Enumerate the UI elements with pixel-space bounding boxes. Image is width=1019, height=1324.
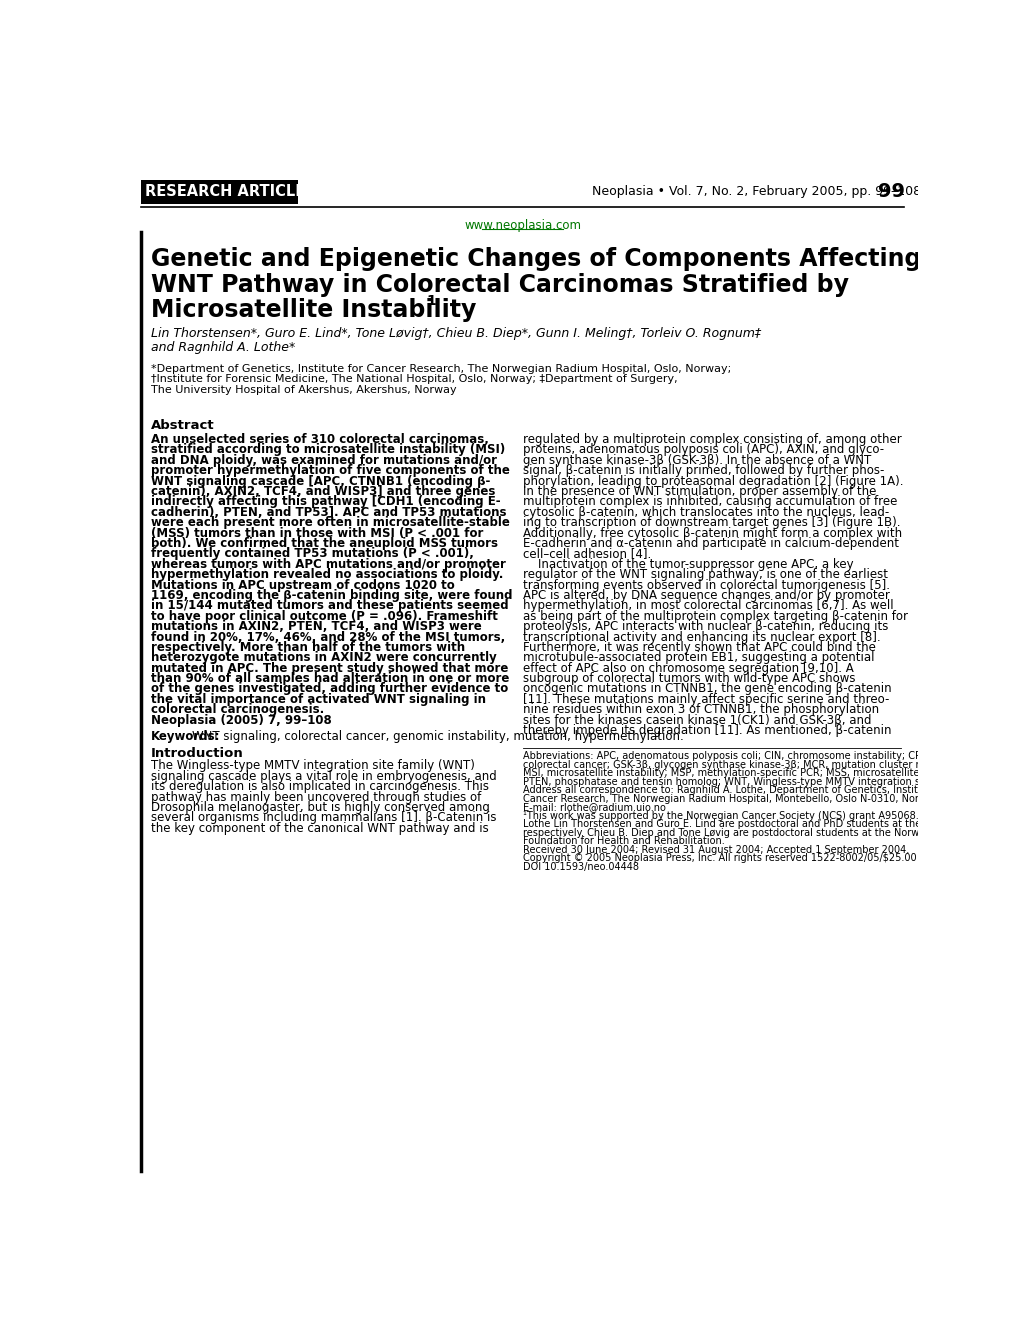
Text: and DNA ploidy, was examined for mutations and/or: and DNA ploidy, was examined for mutatio… bbox=[151, 454, 496, 467]
Text: subgroup of colorectal tumors with wild-type APC shows: subgroup of colorectal tumors with wild-… bbox=[522, 673, 854, 685]
Text: Inactivation of the tumor-suppressor gene APC, a key: Inactivation of the tumor-suppressor gen… bbox=[522, 557, 853, 571]
Text: than 90% of all samples had alteration in one or more: than 90% of all samples had alteration i… bbox=[151, 673, 508, 685]
Text: nine residues within exon 3 of CTNNB1, the phosphorylation: nine residues within exon 3 of CTNNB1, t… bbox=[522, 703, 878, 716]
Text: colorectal cancer; GSK-3β, glycogen synthase kinase-3β; MCR, mutation cluster re: colorectal cancer; GSK-3β, glycogen synt… bbox=[522, 760, 949, 769]
Text: DOI 10.1593/neo.04448: DOI 10.1593/neo.04448 bbox=[522, 862, 638, 871]
Text: effect of APC also on chromosome segregation [9,10]. A: effect of APC also on chromosome segrega… bbox=[522, 662, 853, 675]
Text: both). We confirmed that the aneuploid MSS tumors: both). We confirmed that the aneuploid M… bbox=[151, 538, 497, 549]
Text: oncogenic mutations in CTNNB1, the gene encoding β-catenin: oncogenic mutations in CTNNB1, the gene … bbox=[522, 682, 891, 695]
Text: frequently contained TP53 mutations (P < .001),: frequently contained TP53 mutations (P <… bbox=[151, 547, 473, 560]
Text: indirectly affecting this pathway [CDH1 (encoding E-: indirectly affecting this pathway [CDH1 … bbox=[151, 495, 500, 508]
Text: mutated in APC. The present study showed that more: mutated in APC. The present study showed… bbox=[151, 662, 507, 675]
Text: as being part of the multiprotein complex targeting β-catenin for: as being part of the multiprotein comple… bbox=[522, 610, 907, 622]
Text: regulator of the WNT signaling pathway, is one of the earliest: regulator of the WNT signaling pathway, … bbox=[522, 568, 887, 581]
Text: Address all correspondence to: Ragnhild A. Lothe, Department of Genetics, Instit: Address all correspondence to: Ragnhild … bbox=[522, 785, 949, 796]
Text: Neoplasia (2005) 7, 99–108: Neoplasia (2005) 7, 99–108 bbox=[151, 714, 331, 727]
Text: regulated by a multiprotein complex consisting of, among other: regulated by a multiprotein complex cons… bbox=[522, 433, 901, 446]
Text: and Ragnhild A. Lothe*: and Ragnhild A. Lothe* bbox=[151, 340, 294, 354]
Text: colorectal carcinogenesis.: colorectal carcinogenesis. bbox=[151, 703, 324, 716]
Text: Neoplasia • Vol. 7, No. 2, February 2005, pp. 99–108: Neoplasia • Vol. 7, No. 2, February 2005… bbox=[592, 185, 921, 199]
Text: Microsatellite Instability: Microsatellite Instability bbox=[151, 298, 476, 322]
Text: in 15/144 mutated tumors and these patients seemed: in 15/144 mutated tumors and these patie… bbox=[151, 600, 507, 612]
Text: E-cadherin and α-catenin and participate in calcium-dependent: E-cadherin and α-catenin and participate… bbox=[522, 538, 898, 549]
Text: 1169, encoding the β-catenin binding site, were found: 1169, encoding the β-catenin binding sit… bbox=[151, 589, 512, 602]
Text: The Wingless-type MMTV integration site family (WNT): The Wingless-type MMTV integration site … bbox=[151, 760, 474, 772]
Text: Copyright © 2005 Neoplasia Press, Inc. All rights reserved 1522-8002/05/$25.00: Copyright © 2005 Neoplasia Press, Inc. A… bbox=[522, 853, 915, 863]
Text: multiprotein complex is inhibited, causing accumulation of free: multiprotein complex is inhibited, causi… bbox=[522, 495, 897, 508]
Bar bbox=[142, 180, 298, 204]
Text: signal, β-catenin is initially primed, followed by further phos-: signal, β-catenin is initially primed, f… bbox=[522, 465, 883, 477]
Text: found in 20%, 17%, 46%, and 28% of the MSI tumors,: found in 20%, 17%, 46%, and 28% of the M… bbox=[151, 630, 504, 643]
Text: the vital importance of activated WNT signaling in: the vital importance of activated WNT si… bbox=[151, 692, 485, 706]
Text: cytosolic β-catenin, which translocates into the nucleus, lead-: cytosolic β-catenin, which translocates … bbox=[522, 506, 889, 519]
Text: Lothe Lin Thorstensen and Guro E. Lind are postdoctoral and PhD students at the : Lothe Lin Thorstensen and Guro E. Lind a… bbox=[522, 820, 947, 829]
Text: Additionally, free cytosolic β-catenin might form a complex with: Additionally, free cytosolic β-catenin m… bbox=[522, 527, 901, 540]
Text: heterozygote mutations in AXIN2 were concurrently: heterozygote mutations in AXIN2 were con… bbox=[151, 651, 496, 665]
Text: In the presence of WNT stimulation, proper assembly of the: In the presence of WNT stimulation, prop… bbox=[522, 485, 875, 498]
Text: Introduction: Introduction bbox=[151, 747, 244, 760]
Text: Drosophila melanogaster, but is highly conserved among: Drosophila melanogaster, but is highly c… bbox=[151, 801, 489, 814]
Text: The University Hospital of Akershus, Akershus, Norway: The University Hospital of Akershus, Ake… bbox=[151, 385, 455, 396]
Text: APC is altered, by DNA sequence changes and/or by promoter: APC is altered, by DNA sequence changes … bbox=[522, 589, 889, 602]
Text: Cancer Research, The Norwegian Radium Hospital, Montebello, Oslo N-0310, Norway.: Cancer Research, The Norwegian Radium Ho… bbox=[522, 794, 940, 804]
Text: thereby impede its degradation [11]. As mentioned, β-catenin: thereby impede its degradation [11]. As … bbox=[522, 724, 891, 737]
Text: the key component of the canonical WNT pathway and is: the key component of the canonical WNT p… bbox=[151, 822, 488, 835]
Text: promoter hypermethylation of five components of the: promoter hypermethylation of five compon… bbox=[151, 465, 510, 477]
Text: WNT signaling cascade [APC, CTNNB1 (encoding β-: WNT signaling cascade [APC, CTNNB1 (enco… bbox=[151, 474, 490, 487]
Text: proteins, adenomatous polyposis coli (APC), AXIN, and glyco-: proteins, adenomatous polyposis coli (AP… bbox=[522, 444, 883, 457]
Text: www.neoplasia.com: www.neoplasia.com bbox=[464, 218, 581, 232]
Text: transforming events observed in colorectal tumorigenesis [5].: transforming events observed in colorect… bbox=[522, 579, 889, 592]
Text: sites for the kinases casein kinase 1(CK1) and GSK-3β, and: sites for the kinases casein kinase 1(CK… bbox=[522, 714, 870, 727]
Text: microtubule-associated protein EB1, suggesting a potential: microtubule-associated protein EB1, sugg… bbox=[522, 651, 873, 665]
Text: its deregulation is also implicated in carcinogenesis. This: its deregulation is also implicated in c… bbox=[151, 780, 488, 793]
Text: WNT signaling, colorectal cancer, genomic instability, mutation, hypermethylatio: WNT signaling, colorectal cancer, genomi… bbox=[192, 731, 683, 743]
Text: PTEN, phosphatase and tensin homolog; WNT, Wingless-type MMTV integration site f: PTEN, phosphatase and tensin homolog; WN… bbox=[522, 777, 965, 786]
Text: signaling cascade plays a vital role in embryogenesis, and: signaling cascade plays a vital role in … bbox=[151, 769, 496, 782]
Text: 99: 99 bbox=[876, 183, 904, 201]
Text: pathway has mainly been uncovered through studies of: pathway has mainly been uncovered throug… bbox=[151, 790, 481, 804]
Text: E-mail: rlothe@radium.uio.no: E-mail: rlothe@radium.uio.no bbox=[522, 802, 665, 812]
Text: respectively. More than half of the tumors with: respectively. More than half of the tumo… bbox=[151, 641, 465, 654]
Text: An unselected series of 310 colorectal carcinomas,: An unselected series of 310 colorectal c… bbox=[151, 433, 488, 446]
Text: Genetic and Epigenetic Changes of Components Affecting the: Genetic and Epigenetic Changes of Compon… bbox=[151, 248, 972, 271]
Text: Received 30 June 2004; Revised 31 August 2004; Accepted 1 September 2004.: Received 30 June 2004; Revised 31 August… bbox=[522, 845, 908, 854]
Text: hypermethylation, in most colorectal carcinomas [6,7]. As well: hypermethylation, in most colorectal car… bbox=[522, 600, 893, 612]
Text: *Department of Genetics, Institute for Cancer Research, The Norwegian Radium Hos: *Department of Genetics, Institute for C… bbox=[151, 364, 731, 373]
Text: respectively. Chieu B. Diep and Tone Løvig are postdoctoral students at the Norw: respectively. Chieu B. Diep and Tone Løv… bbox=[522, 828, 946, 838]
Text: transcriptional activity and enhancing its nuclear export [8].: transcriptional activity and enhancing i… bbox=[522, 630, 879, 643]
Text: proteolysis, APC interacts with nuclear β-catenin, reducing its: proteolysis, APC interacts with nuclear … bbox=[522, 620, 888, 633]
Text: Keywords:: Keywords: bbox=[151, 731, 220, 743]
Text: RESEARCH ARTICLE: RESEARCH ARTICLE bbox=[145, 184, 305, 200]
Text: whereas tumors with APC mutations and/or promoter: whereas tumors with APC mutations and/or… bbox=[151, 557, 505, 571]
Text: [11]. These mutations mainly affect specific serine and threo-: [11]. These mutations mainly affect spec… bbox=[522, 692, 889, 706]
Text: ing to transcription of downstream target genes [3] (Figure 1B).: ing to transcription of downstream targe… bbox=[522, 516, 900, 530]
Text: ¹This work was supported by the Norwegian Cancer Society (NCS) grant A95068. Rag: ¹This work was supported by the Norwegia… bbox=[522, 810, 976, 821]
Text: Mutations in APC upstream of codons 1020 to: Mutations in APC upstream of codons 1020… bbox=[151, 579, 454, 592]
Text: WNT Pathway in Colorectal Carcinomas Stratified by: WNT Pathway in Colorectal Carcinomas Str… bbox=[151, 273, 848, 297]
Text: (MSS) tumors than in those with MSI (P < .001 for: (MSS) tumors than in those with MSI (P <… bbox=[151, 527, 483, 540]
Text: cell–cell adhesion [4].: cell–cell adhesion [4]. bbox=[522, 547, 650, 560]
Text: Abbreviations: APC, adenomatous polyposis coli; CIN, chromosome instability; CRC: Abbreviations: APC, adenomatous polyposi… bbox=[522, 752, 930, 761]
Text: several organisms including mammalians [1]. β-Catenin is: several organisms including mammalians [… bbox=[151, 812, 496, 825]
Text: †Institute for Forensic Medicine, The National Hospital, Oslo, Norway; ‡Departme: †Institute for Forensic Medicine, The Na… bbox=[151, 375, 677, 384]
Text: mutations in AXIN2, PTEN, TCF4, and WISP3 were: mutations in AXIN2, PTEN, TCF4, and WISP… bbox=[151, 620, 481, 633]
Text: phorylation, leading to proteasomal degradation [2] (Figure 1A).: phorylation, leading to proteasomal degr… bbox=[522, 474, 903, 487]
Text: Foundation for Health and Rehabilitation.: Foundation for Health and Rehabilitation… bbox=[522, 835, 723, 846]
Text: of the genes investigated, adding further evidence to: of the genes investigated, adding furthe… bbox=[151, 682, 507, 695]
Text: were each present more often in microsatellite-stable: were each present more often in microsat… bbox=[151, 516, 510, 530]
Text: MSI, microsatellite instability; MSP, methylation-specific PCR; MSS, microsatell: MSI, microsatellite instability; MSP, me… bbox=[522, 768, 955, 779]
Text: Abstract: Abstract bbox=[151, 420, 214, 432]
Text: Furthermore, it was recently shown that APC could bind the: Furthermore, it was recently shown that … bbox=[522, 641, 874, 654]
Text: stratified according to microsatellite instability (MSI): stratified according to microsatellite i… bbox=[151, 444, 504, 457]
Text: catenin), AXIN2, TCF4, and WISP3] and three genes: catenin), AXIN2, TCF4, and WISP3] and th… bbox=[151, 485, 494, 498]
Text: hypermethylation revealed no associations to ploidy.: hypermethylation revealed no association… bbox=[151, 568, 502, 581]
Text: 1: 1 bbox=[426, 294, 436, 307]
Text: cadherin), PTEN, and TP53]. APC and TP53 mutations: cadherin), PTEN, and TP53]. APC and TP53… bbox=[151, 506, 505, 519]
Text: gen synthase kinase-3β (GSK-3β). In the absence of a WNT: gen synthase kinase-3β (GSK-3β). In the … bbox=[522, 454, 870, 467]
Text: to have poor clinical outcome (P = .096). Frameshift: to have poor clinical outcome (P = .096)… bbox=[151, 610, 497, 622]
Text: Lin Thorstensen*, Guro E. Lind*, Tone Løvig†, Chieu B. Diep*, Gunn I. Meling†, T: Lin Thorstensen*, Guro E. Lind*, Tone Lø… bbox=[151, 327, 760, 340]
